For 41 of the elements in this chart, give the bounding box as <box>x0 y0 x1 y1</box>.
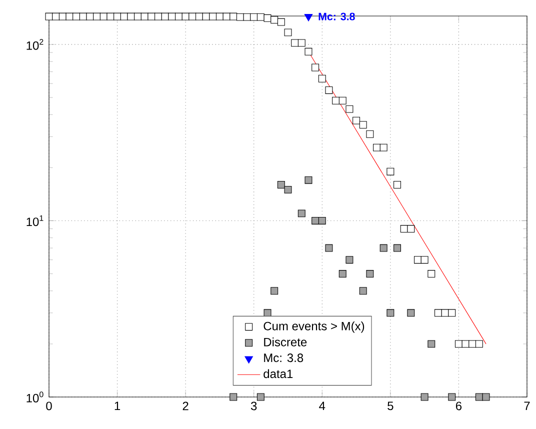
point <box>475 393 483 401</box>
point <box>312 216 320 224</box>
point <box>304 14 313 22</box>
x-tick-label: 1 <box>114 402 120 410</box>
x-tick-label: 3 <box>250 402 257 410</box>
x-tick-label: 4 <box>319 402 326 410</box>
y-tick-label: 10$^{1}$ <box>26 215 44 226</box>
y-tick-label: 10$^{0}$ <box>26 392 44 402</box>
point <box>230 393 238 401</box>
point <box>448 393 456 401</box>
point <box>359 287 367 295</box>
point <box>264 309 272 317</box>
point <box>394 244 401 252</box>
point <box>346 256 354 264</box>
point <box>277 181 285 188</box>
legend-label: data1 <box>264 369 293 378</box>
point <box>482 393 490 401</box>
legend-label: Mc: 3.8 <box>264 354 304 362</box>
point <box>380 244 388 252</box>
x-tick-label: 2 <box>182 402 188 410</box>
point <box>256 393 264 401</box>
point <box>284 186 292 194</box>
legend-label: Cum events > M(x) <box>264 322 364 333</box>
point <box>325 244 333 252</box>
point <box>298 210 306 218</box>
point <box>304 176 312 184</box>
point <box>338 270 346 278</box>
legend-label: Discrete <box>264 338 307 346</box>
annotation: Mc: 3.8 <box>318 12 355 20</box>
y-tick-label: 10$^{2}$ <box>26 39 44 50</box>
x-tick-label: 7 <box>524 402 530 410</box>
x-tick-label: 5 <box>388 402 394 410</box>
point <box>386 309 394 317</box>
point <box>366 270 374 278</box>
x-tick-label: 6 <box>456 402 462 410</box>
point <box>407 309 415 317</box>
point <box>318 216 326 224</box>
x-tick-label: 0 <box>46 402 52 410</box>
point <box>270 287 278 295</box>
point <box>428 340 436 348</box>
point <box>420 393 428 401</box>
